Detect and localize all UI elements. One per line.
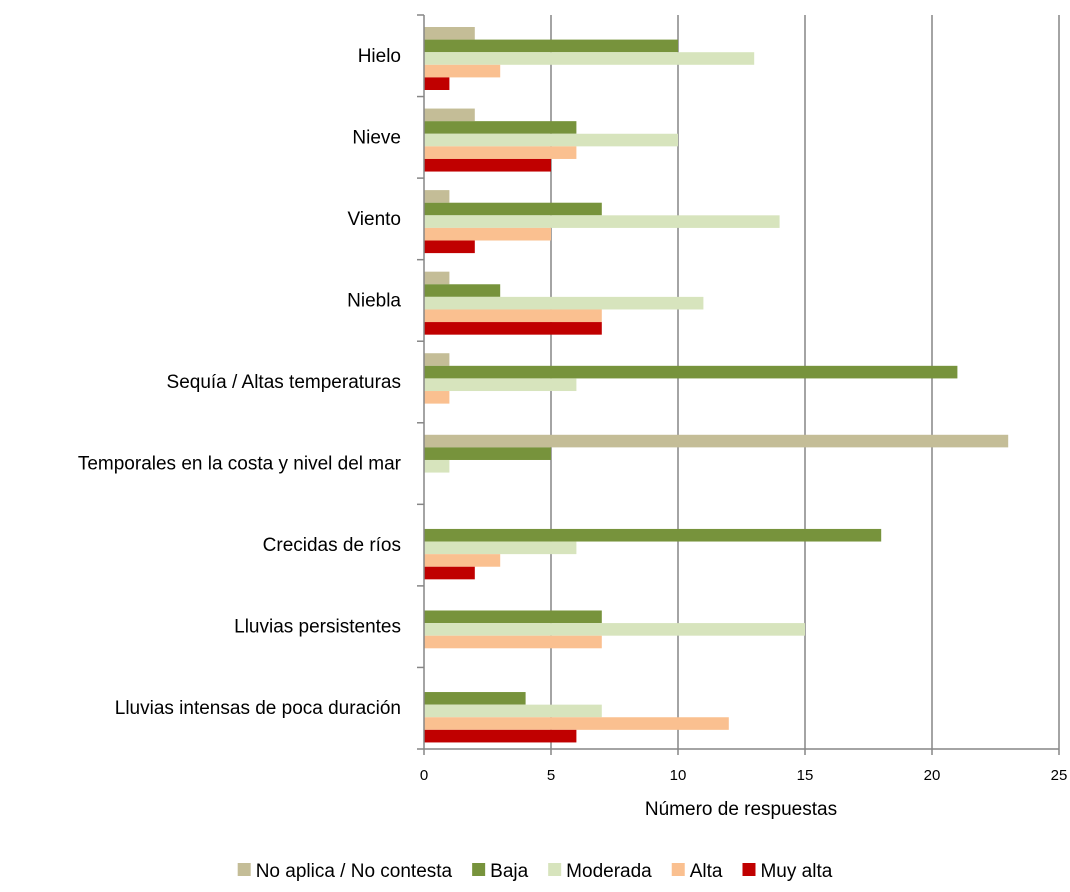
bar-1-4 bbox=[424, 271, 450, 285]
legend-swatch-5 bbox=[742, 863, 756, 876]
category-label: Hielo bbox=[358, 46, 401, 67]
bar-3-5 bbox=[424, 378, 577, 392]
bar-3-6 bbox=[424, 459, 450, 473]
category-label: Lluvias intensas de poca duración bbox=[115, 698, 401, 719]
bar-1-2 bbox=[424, 108, 475, 122]
legend-swatch-2 bbox=[472, 863, 486, 876]
bar-1-3 bbox=[424, 190, 450, 203]
category-label: Viento bbox=[347, 209, 401, 230]
legend-swatch-4 bbox=[671, 863, 685, 876]
bar-2-5 bbox=[424, 365, 958, 379]
legend-swatch-1 bbox=[237, 863, 251, 876]
legend-label: Baja bbox=[490, 861, 528, 882]
bar-5-9 bbox=[424, 729, 577, 743]
bar-1-6 bbox=[424, 434, 1009, 448]
category-label: Temporales en la costa y nivel del mar bbox=[78, 454, 402, 475]
category-label: Nieve bbox=[352, 127, 401, 148]
bar-2-3 bbox=[424, 202, 602, 216]
x-tick-label: 5 bbox=[547, 767, 555, 784]
bar-4-9 bbox=[424, 717, 729, 730]
bar-4-4 bbox=[424, 309, 602, 323]
bar-3-8 bbox=[424, 623, 805, 636]
category-label: Sequía / Altas temperaturas bbox=[167, 372, 401, 393]
x-tick-label: 0 bbox=[420, 767, 428, 784]
bar-2-1 bbox=[424, 39, 678, 53]
category-label: Lluvias persistentes bbox=[234, 617, 401, 638]
legend-label: Moderada bbox=[566, 861, 652, 882]
bar-5-3 bbox=[424, 240, 475, 254]
bar-3-1 bbox=[424, 52, 755, 65]
bar-3-9 bbox=[424, 704, 602, 718]
bar-4-3 bbox=[424, 227, 551, 241]
legend-label: Alta bbox=[690, 861, 723, 882]
legend-label: No aplica / No contesta bbox=[256, 861, 453, 882]
x-axis-title: Número de respuestas bbox=[645, 799, 837, 820]
bar-2-7 bbox=[424, 528, 882, 542]
bar-2-2 bbox=[424, 121, 577, 134]
bar-2-9 bbox=[424, 692, 526, 705]
bar-3-7 bbox=[424, 541, 577, 555]
bar-3-4 bbox=[424, 296, 704, 310]
x-tick-label: 20 bbox=[924, 767, 941, 784]
category-label: Crecidas de ríos bbox=[263, 535, 401, 556]
bar-3-2 bbox=[424, 133, 678, 147]
x-tick-label: 10 bbox=[670, 767, 687, 784]
bar-5-1 bbox=[424, 77, 450, 90]
bar-2-6 bbox=[424, 447, 551, 460]
bar-3-3 bbox=[424, 215, 780, 228]
bar-2-4 bbox=[424, 284, 501, 297]
bar-4-7 bbox=[424, 554, 501, 567]
x-tick-label: 25 bbox=[1051, 767, 1068, 784]
bar-5-7 bbox=[424, 566, 475, 580]
bar-4-1 bbox=[424, 64, 501, 78]
bar-1-1 bbox=[424, 27, 475, 40]
category-label: Niebla bbox=[347, 290, 401, 311]
bar-1-5 bbox=[424, 353, 450, 366]
bar-5-2 bbox=[424, 158, 551, 172]
legend-swatch-3 bbox=[548, 863, 562, 876]
bar-2-8 bbox=[424, 610, 602, 624]
bar-5-4 bbox=[424, 322, 602, 335]
bar-4-8 bbox=[424, 635, 602, 649]
legend-label: Muy alta bbox=[760, 861, 832, 882]
bar-4-2 bbox=[424, 146, 577, 159]
x-tick-label: 15 bbox=[797, 767, 814, 784]
bar-4-5 bbox=[424, 391, 450, 404]
